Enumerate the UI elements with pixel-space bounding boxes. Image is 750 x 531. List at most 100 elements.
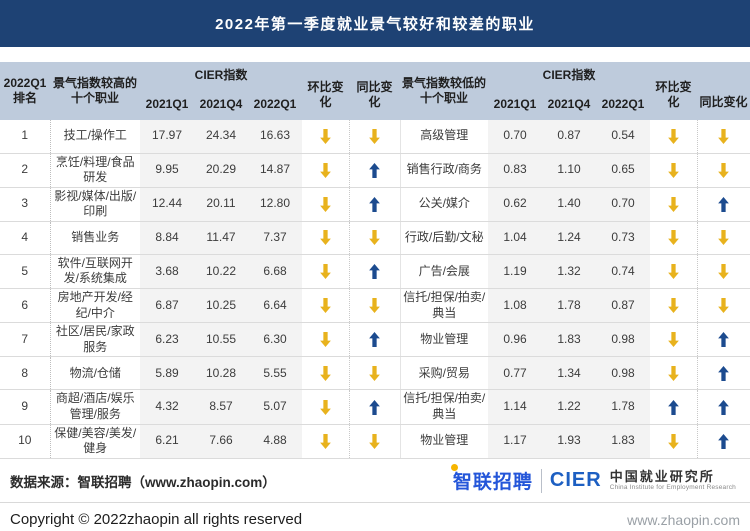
yoy-change-cell-low (697, 288, 750, 324)
yoy-change-cell-high (349, 424, 400, 459)
yoy-change-cell-low (697, 424, 750, 459)
down-arrow-icon (319, 298, 331, 314)
value-low-2021q1: 0.70 (488, 120, 542, 154)
down-arrow-icon (369, 230, 380, 246)
occupation-cell-high: 软件/互联网开发/系统集成 (50, 254, 140, 290)
value-low-2021q1: 1.14 (488, 389, 542, 425)
occupation-cell-low: 销售行政/商务 (399, 153, 488, 188)
cier-index-table: 2022Q1排名 景气指数较高的十个职业 CIER指数 环比变化 同比变化 景气… (0, 62, 750, 459)
cier-index-header-right: CIER指数 (488, 62, 650, 89)
quarter-header-left-2021q1: 2021Q1 (140, 89, 194, 120)
occupation-cell-high: 商超/酒店/娱乐管理/服务 (50, 389, 140, 425)
table-row: 10 保健/美容/美发/健身 6.21 7.66 4.88 物业管理 1.17 1.93 1.8… (0, 424, 750, 459)
table-body: 1 技工/操作工 17.97 24.34 16.63 高级管理 0.70 0.87 0.54 2 烹… (0, 120, 750, 459)
down-arrow-icon (667, 298, 679, 314)
occupation-cell-low: 物业管理 (399, 424, 488, 459)
table-header: 2022Q1排名 景气指数较高的十个职业 CIER指数 环比变化 同比变化 景气… (0, 62, 750, 120)
yoy-change-cell-high (349, 187, 400, 222)
value-low-2021q1: 0.96 (488, 322, 542, 358)
mom-change-cell-low (650, 221, 698, 255)
down-arrow-icon (319, 365, 331, 381)
yoy-change-cell-high (349, 322, 400, 358)
value-high-2021q1: 8.84 (140, 221, 194, 255)
value-low-2021q4: 1.34 (542, 356, 596, 391)
value-low-2021q4: 1.93 (542, 424, 596, 459)
value-low-2022q1: 1.83 (596, 424, 650, 459)
value-low-2021q1: 0.77 (488, 356, 542, 391)
value-low-2021q4: 1.40 (542, 187, 596, 222)
up-arrow-icon (369, 162, 380, 178)
value-low-2021q1: 1.19 (488, 254, 542, 290)
occupation-cell-low: 公关/媒介 (399, 187, 488, 222)
up-arrow-icon (369, 332, 380, 348)
yoy-change-cell-low (697, 356, 750, 391)
down-arrow-icon (369, 128, 380, 144)
down-arrow-icon (319, 399, 331, 415)
down-arrow-icon (319, 264, 331, 279)
mom-change-cell-high (302, 424, 350, 459)
table-row: 9 商超/酒店/娱乐管理/服务 4.32 8.57 5.07 信托/担保/拍卖/典当 1.1… (0, 389, 750, 425)
value-high-2021q1: 6.23 (140, 322, 194, 358)
cier-index-header-left: CIER指数 (140, 62, 302, 89)
value-low-2022q1: 0.98 (596, 356, 650, 391)
zhaopin-logo-dot-icon (450, 464, 458, 472)
mom-change-cell-high (302, 120, 350, 154)
value-low-2021q4: 1.83 (542, 322, 596, 358)
mom-change-header-right: 环比变化 (650, 62, 697, 120)
footer: 数据来源：智联招聘（www.zhaopin.com） 智联招聘 CIER 中国就… (0, 462, 750, 531)
occupation-cell-low: 采购/贸易 (399, 356, 488, 391)
table-row: 2 烹饪/料理/食品研发 9.95 20.29 14.87 销售行政/商务 0.83 1.10… (0, 153, 750, 188)
value-low-2022q1: 0.87 (596, 288, 650, 324)
yoy-change-cell-low (697, 322, 750, 358)
mom-change-cell-high (302, 221, 350, 255)
value-low-2021q1: 1.04 (488, 221, 542, 255)
down-arrow-icon (667, 332, 679, 348)
value-high-2021q1: 12.44 (140, 187, 194, 222)
down-arrow-icon (319, 230, 331, 246)
occupation-cell-high: 影视/媒体/出版/印刷 (50, 187, 140, 222)
value-low-2021q4: 1.78 (542, 288, 596, 324)
high-occupations-header: 景气指数较高的十个职业 (50, 62, 140, 120)
up-arrow-icon (718, 196, 730, 212)
website-link[interactable]: www.zhaopin.com (627, 511, 740, 528)
low-occupations-header: 景气指数较低的十个职业 (400, 62, 488, 120)
rank-cell: 4 (0, 221, 51, 255)
down-arrow-icon (718, 264, 730, 279)
value-low-2022q1: 0.65 (596, 153, 650, 188)
mom-change-cell-high (302, 254, 350, 290)
rank-column-header: 2022Q1排名 (0, 62, 50, 120)
value-high-2022q1: 5.07 (248, 389, 302, 425)
table-row: 6 房地产开发/经纪/中介 6.87 10.25 6.64 信托/担保/拍卖/典当 1.08… (0, 288, 750, 324)
yoy-change-cell-low (697, 153, 750, 188)
table-row: 4 销售业务 8.84 11.47 7.37 行政/后勤/文秘 1.04 1.24 0.73 (0, 221, 750, 255)
rank-cell: 6 (0, 288, 51, 324)
yoy-change-cell-low (697, 187, 750, 222)
occupation-cell-low: 信托/担保/拍卖/典当 (399, 288, 488, 324)
table-row: 5 软件/互联网开发/系统集成 3.68 10.22 6.68 广告/会展 1.19 1.32… (0, 254, 750, 290)
value-high-2022q1: 7.37 (248, 221, 302, 255)
value-high-2021q4: 20.11 (194, 187, 248, 222)
down-arrow-icon (667, 264, 679, 279)
up-arrow-icon (718, 365, 730, 381)
yoy-change-cell-high (349, 153, 400, 188)
rank-cell: 2 (0, 153, 51, 188)
mom-change-cell-low (650, 153, 698, 188)
yoy-change-cell-low (697, 221, 750, 255)
yoy-change-cell-high (349, 356, 400, 391)
mom-change-cell-high (302, 356, 350, 391)
value-low-2022q1: 0.73 (596, 221, 650, 255)
value-high-2021q1: 6.21 (140, 424, 194, 459)
cier-logo: CIER (549, 469, 602, 492)
institute-name: 中国就业研究所 China Institute for Employment R… (610, 469, 736, 491)
up-arrow-icon (369, 196, 380, 212)
down-arrow-icon (319, 162, 331, 178)
down-arrow-icon (319, 332, 331, 348)
value-high-2021q4: 8.57 (194, 389, 248, 425)
value-low-2022q1: 0.54 (596, 120, 650, 154)
value-high-2021q1: 6.87 (140, 288, 194, 324)
value-low-2021q4: 1.10 (542, 153, 596, 188)
occupation-cell-high: 技工/操作工 (50, 120, 140, 154)
occupation-cell-low: 广告/会展 (399, 254, 488, 290)
up-arrow-icon (718, 433, 730, 449)
